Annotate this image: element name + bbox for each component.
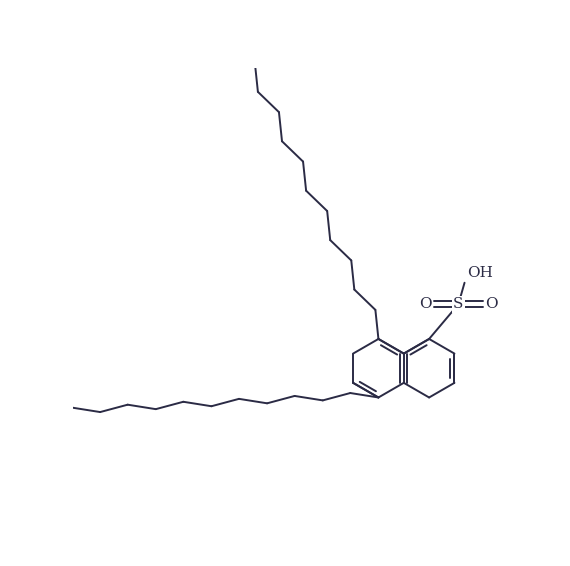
Text: O: O [485, 297, 498, 311]
Text: O: O [419, 297, 431, 311]
Text: OH: OH [467, 265, 494, 280]
Text: S: S [453, 297, 463, 311]
